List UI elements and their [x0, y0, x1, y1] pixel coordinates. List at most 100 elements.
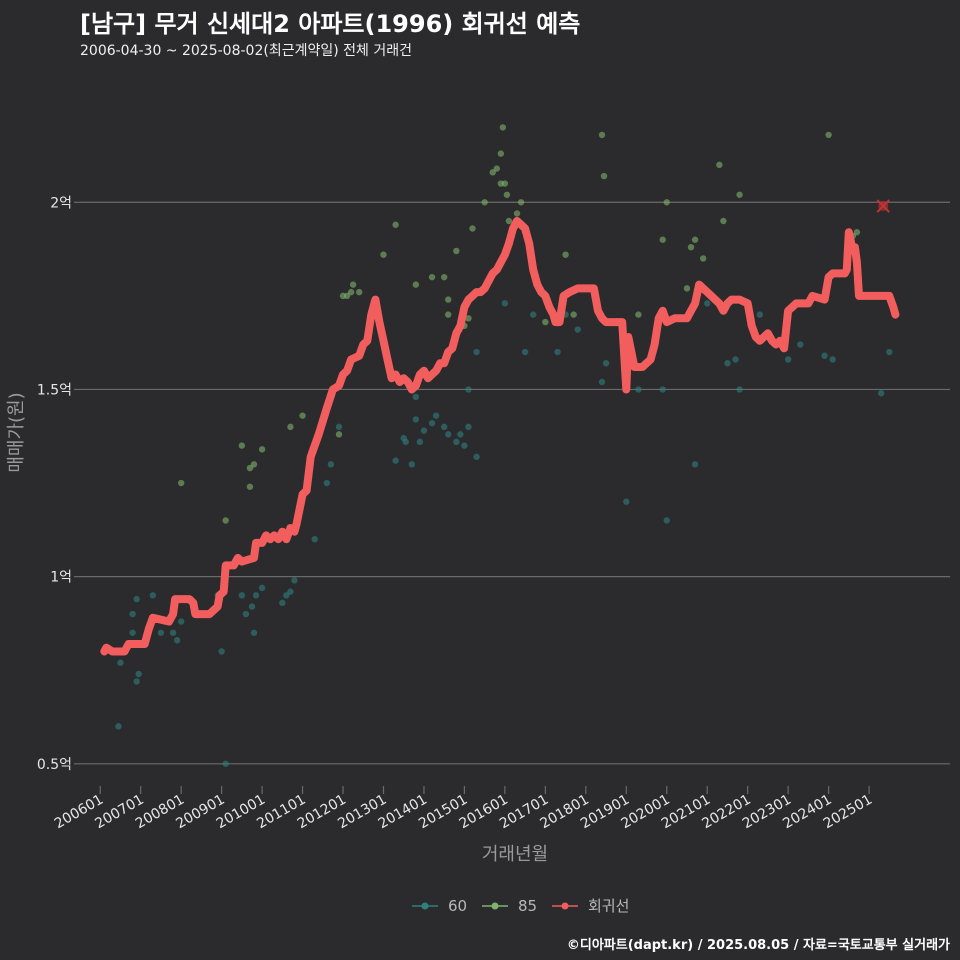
point-85 — [659, 236, 666, 243]
point-85 — [663, 199, 670, 206]
point-60 — [440, 423, 448, 431]
point-60 — [797, 341, 804, 348]
point-60 — [554, 348, 561, 356]
point-60 — [173, 637, 181, 644]
y-axis-title: 매매가(원) — [6, 392, 27, 472]
point-85 — [440, 273, 448, 281]
point-60 — [169, 629, 177, 636]
legend-label-reg: 회귀선 — [588, 897, 629, 915]
point-60 — [457, 431, 464, 438]
point-60 — [248, 603, 256, 610]
outlier-x-marker — [876, 199, 890, 213]
point-60 — [704, 300, 711, 307]
point-85 — [177, 479, 185, 487]
legend-marker-reg — [561, 902, 569, 910]
point-60 — [283, 592, 290, 599]
point-85 — [412, 281, 420, 288]
point-60 — [428, 419, 436, 427]
point-60 — [129, 610, 136, 618]
point-85 — [465, 315, 472, 322]
point-60 — [432, 412, 440, 419]
point-85 — [250, 461, 258, 468]
point-85 — [246, 483, 254, 490]
point-60 — [258, 584, 266, 592]
point-60 — [465, 386, 472, 393]
legend-marker-60 — [421, 902, 429, 910]
point-85 — [343, 292, 351, 300]
point-60 — [392, 457, 399, 464]
point-60 — [574, 326, 581, 333]
point-60 — [829, 356, 836, 363]
point-85 — [380, 251, 387, 258]
point-85 — [513, 210, 521, 217]
chart-subtitle: 2006-04-30 ~ 2025-08-02(최근계약일) 전체 거래건 — [80, 43, 412, 59]
x-axis-ticks: 2006012007012008012009012010012011012012… — [52, 786, 875, 832]
point-60 — [598, 378, 606, 386]
point-85 — [489, 169, 496, 176]
point-60 — [473, 348, 480, 356]
point-85 — [517, 199, 525, 206]
point-60 — [279, 599, 286, 607]
point-85 — [503, 191, 511, 198]
point-85 — [853, 229, 861, 236]
point-85 — [542, 318, 549, 326]
point-85 — [600, 172, 608, 180]
point-60 — [501, 300, 509, 307]
point-60 — [402, 438, 409, 446]
point-85 — [347, 288, 355, 296]
point-60 — [659, 386, 666, 393]
legend: 60 85 회귀선 — [412, 897, 629, 915]
legend-label-60: 60 — [448, 897, 467, 915]
point-85 — [635, 311, 642, 318]
point-60 — [473, 453, 480, 461]
point-85 — [299, 412, 306, 419]
point-60 — [886, 348, 893, 356]
point-85 — [481, 199, 488, 206]
point-85 — [687, 243, 695, 251]
point-60 — [821, 352, 828, 359]
point-60 — [445, 431, 452, 438]
point-85 — [570, 311, 577, 318]
point-60 — [530, 311, 537, 318]
point-60 — [465, 423, 472, 431]
regression-line — [100, 217, 900, 656]
point-85 — [349, 281, 357, 288]
regression-line-group — [100, 217, 900, 656]
point-60 — [252, 592, 260, 599]
point-60 — [724, 360, 731, 367]
point-85 — [720, 217, 727, 225]
point-85 — [493, 165, 500, 172]
point-60 — [878, 389, 885, 397]
point-85 — [469, 225, 476, 232]
point-85 — [691, 236, 699, 243]
point-60 — [327, 461, 335, 468]
point-60 — [117, 659, 124, 666]
point-60 — [635, 386, 642, 393]
point-85 — [716, 161, 723, 169]
point-60 — [416, 438, 424, 446]
y-tick-label: 1.5억 — [37, 382, 72, 398]
point-85 — [683, 285, 691, 292]
point-60 — [133, 678, 140, 685]
legend-label-85: 85 — [518, 897, 537, 915]
x-axis-title: 거래년월 — [482, 844, 548, 865]
point-60 — [149, 592, 157, 599]
point-60 — [521, 348, 529, 356]
point-60 — [412, 416, 420, 423]
point-85 — [258, 446, 266, 453]
point-60 — [602, 360, 610, 367]
chart-title: [남구] 무거 신세대2 아파트(1996) 회귀선 예측 — [80, 10, 581, 38]
point-60 — [222, 760, 229, 767]
point-60 — [623, 498, 630, 505]
point-85 — [501, 180, 509, 187]
point-85 — [562, 251, 569, 258]
y-tick-label: 1억 — [50, 570, 72, 586]
source-caption: ©디아파트(dapt.kr) / 2025.08.05 / 자료=국토교통부 실… — [566, 938, 950, 953]
point-60 — [291, 577, 298, 584]
point-60 — [453, 438, 460, 446]
point-60 — [736, 386, 743, 393]
point-85 — [736, 191, 743, 198]
point-60 — [157, 629, 165, 636]
point-85 — [238, 442, 246, 449]
